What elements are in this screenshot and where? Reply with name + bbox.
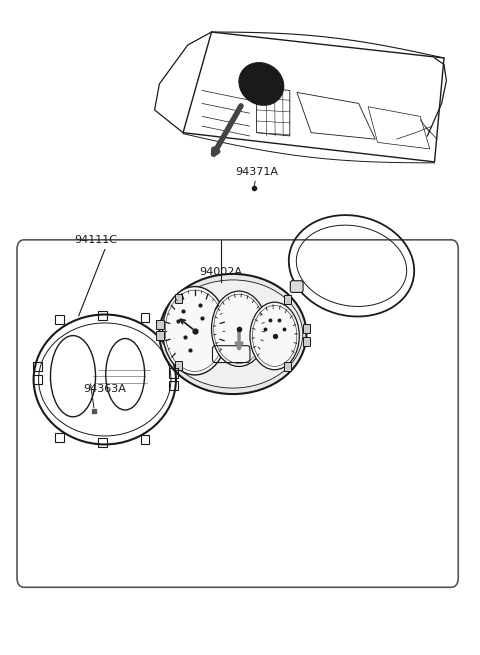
- FancyBboxPatch shape: [302, 337, 310, 346]
- Text: 94363A: 94363A: [84, 384, 126, 394]
- Text: 94111C: 94111C: [74, 235, 117, 245]
- FancyBboxPatch shape: [175, 293, 182, 303]
- FancyBboxPatch shape: [156, 331, 164, 340]
- FancyBboxPatch shape: [175, 361, 182, 369]
- Ellipse shape: [159, 274, 306, 394]
- Text: 94002A: 94002A: [200, 267, 242, 277]
- FancyBboxPatch shape: [302, 324, 310, 333]
- Ellipse shape: [239, 63, 284, 105]
- FancyBboxPatch shape: [284, 295, 291, 304]
- Circle shape: [212, 291, 266, 366]
- Circle shape: [163, 287, 227, 375]
- Text: 94371A: 94371A: [235, 166, 278, 177]
- FancyBboxPatch shape: [290, 281, 303, 292]
- Circle shape: [250, 302, 300, 369]
- FancyBboxPatch shape: [156, 320, 164, 329]
- FancyBboxPatch shape: [284, 362, 291, 371]
- Ellipse shape: [163, 280, 303, 388]
